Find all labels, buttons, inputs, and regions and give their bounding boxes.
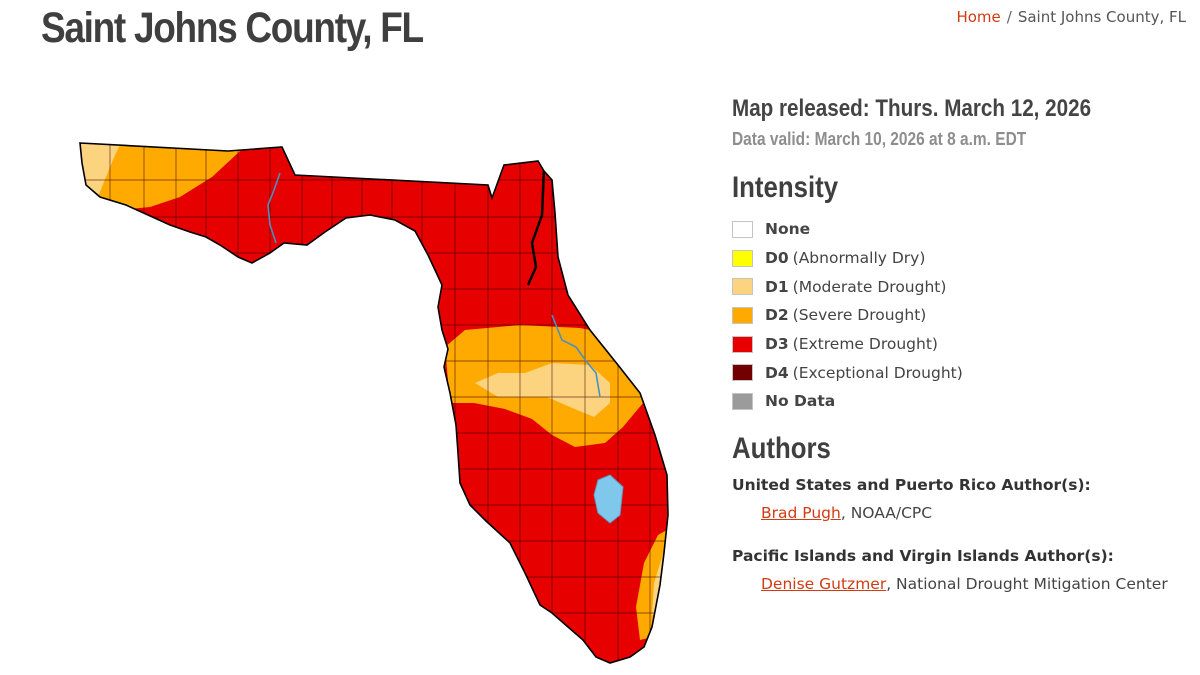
breadcrumb: Home / Saint Johns County, FL bbox=[956, 8, 1186, 26]
legend-item-no-data: No Data bbox=[732, 387, 1182, 416]
author-org: , NOAA/CPC bbox=[840, 503, 933, 522]
breadcrumb-current: Saint Johns County, FL bbox=[1017, 8, 1186, 26]
legend-swatch bbox=[732, 249, 753, 267]
florida-drought-map bbox=[79, 142, 669, 664]
page-title: Saint Johns County, FL bbox=[41, 4, 424, 52]
breadcrumb-home-link[interactable]: Home bbox=[956, 8, 1001, 26]
breadcrumb-separator: / bbox=[1006, 8, 1012, 26]
legend-label: (Moderate Drought) bbox=[792, 277, 947, 296]
legend-swatch bbox=[732, 306, 753, 324]
authors-heading: Authors bbox=[732, 431, 831, 465]
map-released-date: Map released: Thurs. March 12, 2026 bbox=[732, 95, 1092, 122]
legend-item-d0: D0 (Abnormally Dry) bbox=[732, 244, 1182, 273]
legend-code: D4 bbox=[765, 363, 789, 382]
legend-label: (Abnormally Dry) bbox=[792, 249, 926, 268]
drought-map bbox=[70, 135, 680, 670]
legend-item-d4: D4 (Exceptional Drought) bbox=[732, 358, 1182, 387]
data-valid-date: Data valid: March 10, 2026 at 8 a.m. EDT bbox=[732, 129, 1027, 149]
author-org: , National Drought Mitigation Center bbox=[886, 574, 1168, 593]
author-group-us-pr: United States and Puerto Rico Author(s):… bbox=[732, 476, 1182, 522]
intensity-legend: None D0 (Abnormally Dry) D1 (Moderate Drou… bbox=[732, 215, 1182, 416]
legend-code: D1 bbox=[765, 277, 789, 296]
author-entry: Denise Gutzmer, National Drought Mitigat… bbox=[761, 575, 1182, 593]
legend-swatch bbox=[732, 335, 753, 353]
legend-label: (Extreme Drought) bbox=[792, 335, 938, 354]
legend-swatch bbox=[732, 364, 753, 382]
legend-item-d3: D3 (Extreme Drought) bbox=[732, 330, 1182, 359]
legend-code: D0 bbox=[765, 249, 789, 268]
legend-swatch bbox=[732, 392, 753, 410]
legend-code: No Data bbox=[765, 392, 836, 411]
legend-code: D3 bbox=[765, 335, 789, 354]
intensity-heading: Intensity bbox=[732, 171, 839, 204]
author-group-title: Pacific Islands and Virgin Islands Autho… bbox=[732, 546, 1114, 565]
author-entry: Brad Pugh, NOAA/CPC bbox=[761, 504, 1182, 522]
legend-item-d1: D1 (Moderate Drought) bbox=[732, 272, 1182, 301]
author-group-pacific-vi: Pacific Islands and Virgin Islands Autho… bbox=[732, 547, 1182, 593]
legend-label: (Severe Drought) bbox=[792, 306, 927, 325]
author-name-link[interactable]: Brad Pugh bbox=[761, 503, 841, 522]
legend-item-d2: D2 (Severe Drought) bbox=[732, 301, 1182, 330]
legend-item-none: None bbox=[732, 215, 1182, 244]
map-info-panel: Map released: Thurs. March 12, 2026 Data… bbox=[732, 95, 1182, 593]
legend-code: D2 bbox=[765, 306, 789, 325]
author-name-link[interactable]: Denise Gutzmer bbox=[761, 574, 887, 593]
legend-swatch bbox=[732, 220, 753, 238]
author-group-title: United States and Puerto Rico Author(s): bbox=[732, 475, 1091, 494]
legend-swatch bbox=[732, 278, 753, 296]
legend-code: None bbox=[765, 220, 811, 239]
legend-label: (Exceptional Drought) bbox=[792, 363, 963, 382]
